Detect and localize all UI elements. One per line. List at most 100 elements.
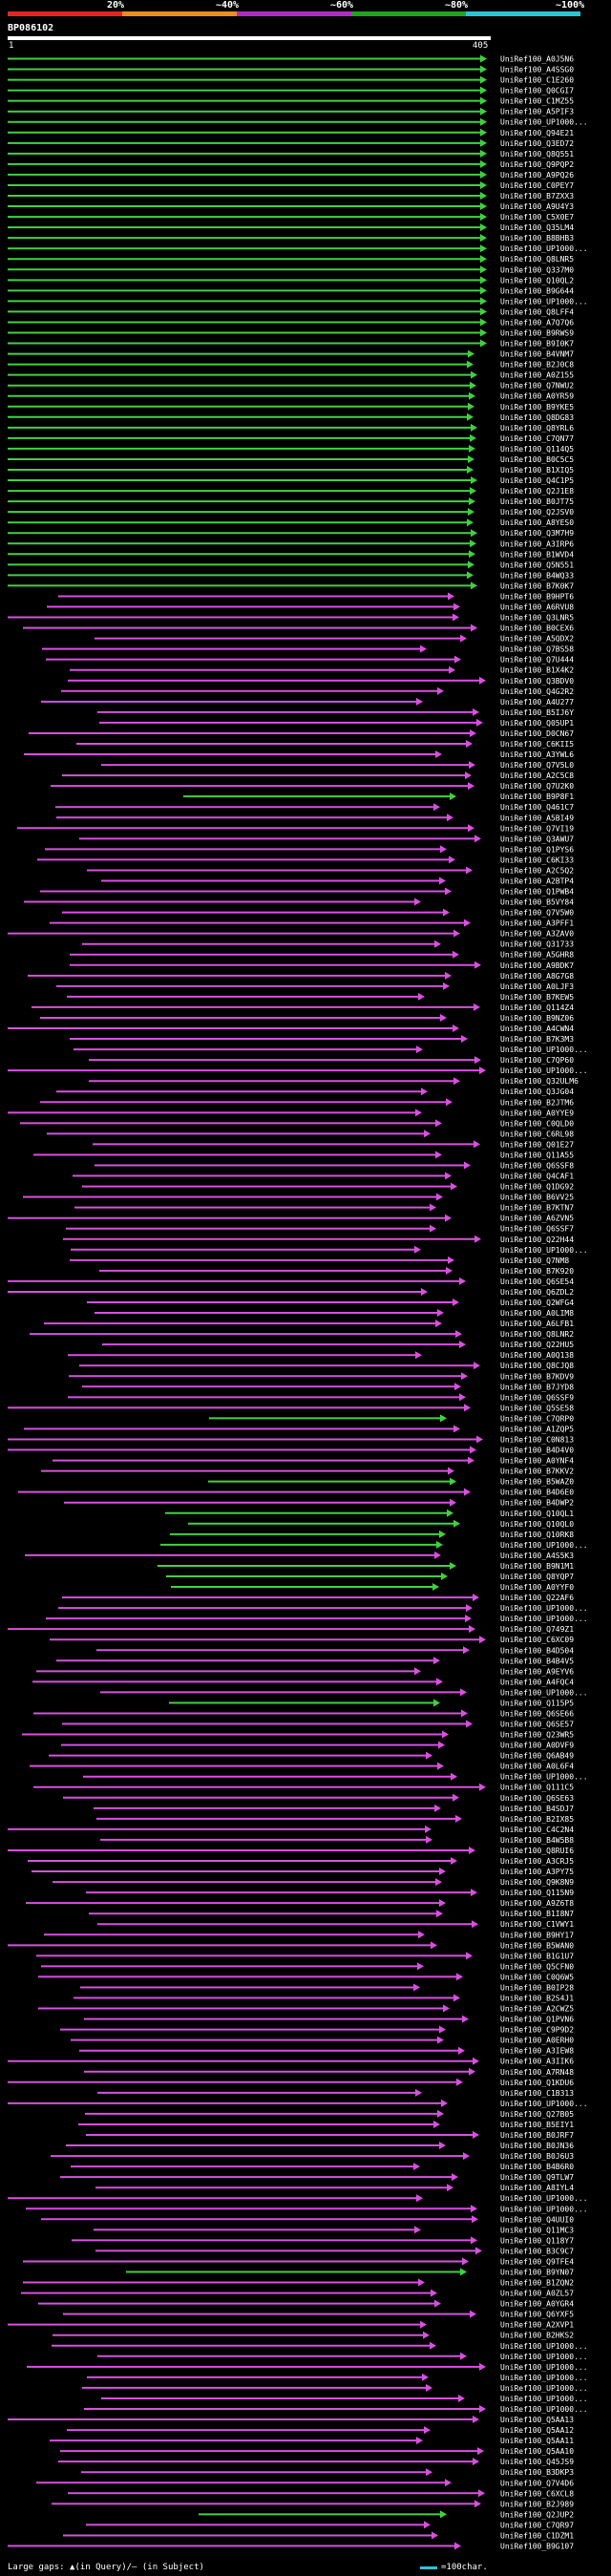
hit-label[interactable]: UniRef100_A2XVP1 bbox=[500, 2321, 574, 2330]
hit-row[interactable]: UniRef100_B9RWS9 bbox=[8, 328, 574, 338]
hit-row[interactable]: UniRef100_Q5AA11 bbox=[50, 2437, 574, 2445]
hit-label[interactable]: UniRef100_Q22H44 bbox=[500, 1235, 574, 1244]
hit-label[interactable]: UniRef100_Q115P5 bbox=[500, 1699, 574, 1707]
hit-row[interactable]: UniRef100_A1ZQP5 bbox=[24, 1425, 574, 1433]
hit-row[interactable]: UniRef100_UP1000... bbox=[8, 2099, 588, 2108]
hit-label[interactable]: UniRef100_Q9TFE4 bbox=[500, 2257, 574, 2266]
hit-row[interactable]: UniRef100_B7KKV2 bbox=[41, 1467, 574, 1476]
hit-row[interactable]: UniRef100_B7ZXX3 bbox=[8, 192, 574, 201]
hit-label[interactable]: UniRef100_A9PQ26 bbox=[500, 171, 574, 179]
hit-label[interactable]: UniRef100_Q2JUP2 bbox=[500, 2510, 574, 2519]
hit-label[interactable]: UniRef100_Q6SE54 bbox=[500, 1277, 574, 1286]
hit-row[interactable]: UniRef100_A8YES0 bbox=[8, 518, 574, 527]
hit-row[interactable]: UniRef100_A5QDX2 bbox=[95, 634, 574, 644]
hit-row[interactable]: UniRef100_C1E260 bbox=[8, 75, 574, 85]
hit-label[interactable]: UniRef100_Q4CAF1 bbox=[500, 1172, 574, 1181]
hit-label[interactable]: UniRef100_C1B313 bbox=[500, 2089, 574, 2098]
hit-row[interactable]: UniRef100_B9P8F1 bbox=[183, 792, 574, 801]
hit-row[interactable]: UniRef100_B9HY17 bbox=[44, 1931, 574, 1939]
hit-label[interactable]: UniRef100_Q8RUI6 bbox=[500, 1847, 574, 1855]
hit-label[interactable]: UniRef100_B7KTN7 bbox=[500, 1204, 574, 1213]
hit-label[interactable]: UniRef100_Q5CFN0 bbox=[500, 1962, 574, 1971]
hit-label[interactable]: UniRef100_B9I0K7 bbox=[500, 340, 574, 348]
hit-row[interactable]: UniRef100_A0L6F4 bbox=[30, 1762, 574, 1771]
hit-label[interactable]: UniRef100_Q23WR5 bbox=[500, 1731, 574, 1740]
hit-row[interactable]: UniRef100_A0YYF0 bbox=[171, 1583, 574, 1592]
hit-row[interactable]: UniRef100_B9I0K7 bbox=[8, 339, 574, 348]
hit-label[interactable]: UniRef100_B9YN07 bbox=[500, 2268, 574, 2276]
hit-row[interactable]: UniRef100_A7RN48 bbox=[84, 2067, 574, 2077]
hit-row[interactable]: UniRef100_B0C5C5 bbox=[8, 454, 574, 464]
hit-row[interactable]: UniRef100_B4WQ33 bbox=[8, 571, 574, 580]
hit-label[interactable]: UniRef100_B9G107 bbox=[500, 2542, 574, 2550]
hit-label[interactable]: UniRef100_B4D4V0 bbox=[500, 1446, 574, 1455]
hit-row[interactable]: UniRef100_C1DZM1 bbox=[63, 2531, 574, 2540]
hit-label[interactable]: UniRef100_Q5N551 bbox=[500, 560, 574, 569]
hit-row[interactable]: UniRef100_Q5AA13 bbox=[8, 2416, 574, 2424]
hit-label[interactable]: UniRef100_B3DKP3 bbox=[500, 2468, 574, 2477]
hit-label[interactable]: UniRef100_Q5SE58 bbox=[500, 1404, 574, 1412]
hit-row[interactable]: UniRef100_A5BI49 bbox=[56, 813, 574, 822]
hit-label[interactable]: UniRef100_B0C5C5 bbox=[500, 455, 574, 464]
hit-row[interactable]: UniRef100_Q6SE54 bbox=[8, 1277, 574, 1286]
hit-label[interactable]: UniRef100_Q6AB49 bbox=[500, 1752, 574, 1761]
hit-label[interactable]: UniRef100_B6VV25 bbox=[500, 1193, 574, 1202]
hit-row[interactable]: UniRef100_Q1PWB4 bbox=[40, 887, 574, 897]
hit-row[interactable]: UniRef100_A3IIK6 bbox=[8, 2057, 574, 2066]
hit-row[interactable]: UniRef100_Q8DG83 bbox=[8, 412, 574, 422]
hit-label[interactable]: UniRef100_C7QRP0 bbox=[500, 1414, 574, 1423]
hit-label[interactable]: UniRef100_Q337M0 bbox=[500, 265, 574, 274]
hit-label[interactable]: UniRef100_B1I8N7 bbox=[500, 1910, 574, 1918]
hit-row[interactable]: UniRef100_A3YWL6 bbox=[24, 750, 574, 759]
hit-row[interactable]: UniRef100_Q115P5 bbox=[169, 1699, 574, 1707]
hit-row[interactable]: UniRef100_B5VY84 bbox=[24, 897, 574, 907]
hit-row[interactable]: UniRef100_A3PFF1 bbox=[50, 918, 574, 928]
hit-label[interactable]: UniRef100_Q10QL0 bbox=[500, 1520, 574, 1529]
hit-label[interactable]: UniRef100_UP1000... bbox=[500, 2342, 588, 2351]
hit-label[interactable]: UniRef100_Q111C5 bbox=[500, 1784, 574, 1792]
hit-row[interactable]: UniRef100_Q6ZDL2 bbox=[8, 1287, 574, 1297]
hit-row[interactable]: UniRef100_B4SDJ7 bbox=[94, 1804, 574, 1813]
hit-row[interactable]: UniRef100_C6KII5 bbox=[76, 739, 574, 749]
hit-label[interactable]: UniRef100_Q9TLW7 bbox=[500, 2173, 574, 2182]
hit-row[interactable]: UniRef100_A7Q7Q6 bbox=[8, 318, 574, 327]
hit-label[interactable]: UniRef100_A0YGR4 bbox=[500, 2300, 574, 2309]
hit-row[interactable]: UniRef100_B4D6E0 bbox=[18, 1488, 574, 1497]
hit-label[interactable]: UniRef100_Q6SSF7 bbox=[500, 1225, 574, 1234]
hit-label[interactable]: UniRef100_A3PY75 bbox=[500, 1868, 574, 1876]
hit-row[interactable]: UniRef100_UP1000... bbox=[8, 297, 588, 306]
hit-label[interactable]: UniRef100_B7KDV9 bbox=[500, 1372, 574, 1381]
hit-label[interactable]: UniRef100_Q6SSF9 bbox=[500, 1393, 574, 1402]
hit-label[interactable]: UniRef100_Q2JSV0 bbox=[500, 508, 574, 517]
hit-label[interactable]: UniRef100_A2C5C8 bbox=[500, 771, 574, 780]
hit-label[interactable]: UniRef100_Q2WFG4 bbox=[500, 1299, 574, 1307]
hit-row[interactable]: UniRef100_B9YN07 bbox=[126, 2268, 574, 2276]
hit-label[interactable]: UniRef100_Q8Q551 bbox=[500, 150, 574, 158]
hit-row[interactable]: UniRef100_Q7NWU2 bbox=[8, 381, 574, 391]
hit-row[interactable]: UniRef100_B7KEW5 bbox=[67, 992, 574, 1002]
hit-row[interactable]: UniRef100_UP1000... bbox=[8, 244, 588, 253]
hit-row[interactable]: UniRef100_Q118Y7 bbox=[72, 2236, 574, 2245]
hit-label[interactable]: UniRef100_B4D6E0 bbox=[500, 1489, 574, 1497]
hit-label[interactable]: UniRef100_A0LIM8 bbox=[500, 1309, 574, 1318]
hit-label[interactable]: UniRef100_A6RVU8 bbox=[500, 602, 574, 611]
hit-row[interactable]: UniRef100_C7QP60 bbox=[89, 1056, 574, 1065]
hit-label[interactable]: UniRef100_D0CN67 bbox=[500, 729, 574, 738]
hit-label[interactable]: UniRef100_C7QR97 bbox=[500, 2521, 574, 2529]
hit-label[interactable]: UniRef100_B9HY17 bbox=[500, 1931, 574, 1939]
hit-row[interactable]: UniRef100_Q114Q5 bbox=[8, 444, 574, 454]
hit-label[interactable]: UniRef100_Q4C1P5 bbox=[500, 476, 574, 485]
hit-label[interactable]: UniRef100_Q5AA10 bbox=[500, 2447, 574, 2456]
hit-label[interactable]: UniRef100_Q22HU5 bbox=[500, 1341, 574, 1349]
hit-label[interactable]: UniRef100_Q9K8N9 bbox=[500, 1878, 574, 1887]
hit-label[interactable]: UniRef100_A9BDK7 bbox=[500, 961, 574, 970]
hit-label[interactable]: UniRef100_A5QDX2 bbox=[500, 635, 574, 644]
hit-row[interactable]: UniRef100_C7QR97 bbox=[86, 2521, 574, 2529]
hit-row[interactable]: UniRef100_Q7V4D6 bbox=[36, 2479, 574, 2487]
hit-row[interactable]: UniRef100_A0YYE9 bbox=[8, 1109, 574, 1117]
hit-label[interactable]: UniRef100_A5PIF3 bbox=[500, 108, 574, 116]
hit-row[interactable]: UniRef100_Q3ED72 bbox=[8, 138, 574, 148]
hit-row[interactable]: UniRef100_UP1000... bbox=[100, 1688, 588, 1697]
hit-row[interactable]: UniRef100_Q8LFF4 bbox=[8, 307, 574, 316]
hit-label[interactable]: UniRef100_Q31733 bbox=[500, 940, 574, 949]
